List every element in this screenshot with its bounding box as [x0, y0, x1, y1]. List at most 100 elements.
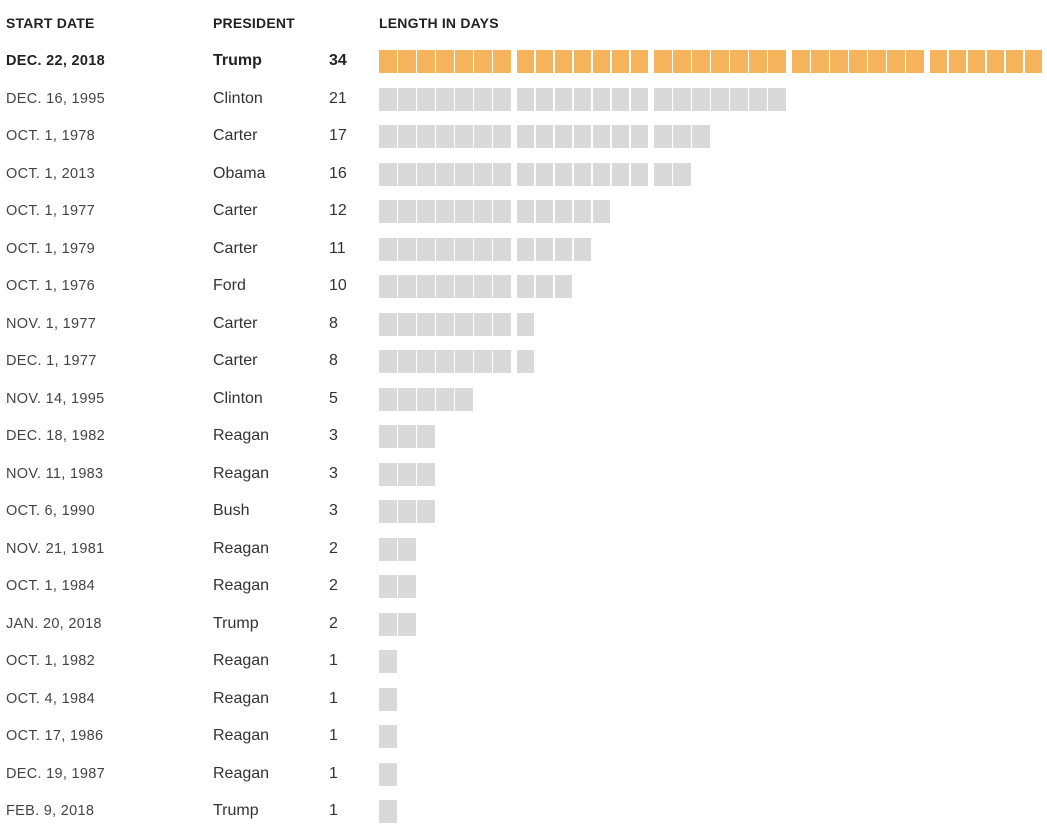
day-cell [379, 612, 397, 636]
day-cell [592, 200, 611, 223]
day-cell [611, 125, 630, 148]
day-cell [379, 237, 397, 261]
day-cell [630, 87, 649, 111]
day-cell [554, 275, 573, 298]
day-cell [379, 725, 397, 748]
day-cell [929, 50, 948, 73]
day-cell [379, 125, 397, 148]
day-cell [436, 275, 454, 298]
day-cell [749, 50, 768, 73]
table-row: NOV. 21, 1981 Reagan 2 [0, 533, 1047, 570]
day-cell [417, 200, 435, 223]
president: Reagan [213, 689, 270, 707]
day-cell [398, 500, 416, 523]
day-cell [493, 350, 511, 373]
day-cell [398, 87, 416, 111]
day-cell [554, 125, 573, 148]
day-cell [417, 387, 435, 411]
day-cell [1024, 50, 1043, 73]
day-cell [535, 50, 554, 73]
day-cell [417, 350, 435, 373]
day-cell [692, 50, 711, 73]
day-cell [474, 87, 492, 111]
president: Bush [213, 502, 250, 519]
day-cell [493, 312, 511, 336]
length-days: 8 [329, 352, 338, 369]
start-date: OCT. 1, 1979 [6, 240, 96, 257]
day-cell [906, 50, 924, 73]
table-row: OCT. 1, 1984 Reagan 2 [0, 570, 1047, 607]
day-cell [573, 200, 592, 223]
day-cell [554, 162, 573, 186]
header-length: LENGTH IN DAYS [379, 15, 499, 31]
table-row: DEC. 1, 1977 Carter 8 [0, 345, 1047, 382]
day-cell [535, 237, 554, 261]
day-cell [398, 50, 416, 73]
president: Reagan [213, 539, 270, 557]
day-cell [573, 162, 592, 186]
length-days: 1 [329, 802, 338, 819]
day-cell [811, 50, 829, 73]
day-cell [417, 87, 435, 111]
length-days: 1 [329, 689, 338, 707]
length-days: 8 [329, 314, 338, 332]
president: Ford [213, 277, 246, 294]
day-cell [516, 350, 535, 373]
day-cell [768, 50, 787, 73]
day-cell [436, 237, 454, 261]
day-cell [554, 87, 573, 111]
start-date: DEC. 16, 1995 [6, 90, 106, 107]
day-cell [830, 50, 848, 73]
day-cell [516, 87, 535, 111]
president: Reagan [213, 652, 270, 669]
day-cell [516, 200, 535, 223]
day-cell [436, 125, 454, 148]
day-cell [379, 650, 397, 673]
start-date: DEC. 1, 1977 [6, 353, 97, 369]
day-cell [986, 50, 1005, 73]
table-row: OCT. 1, 1982 Reagan 1 [0, 645, 1047, 682]
day-cell [398, 275, 416, 298]
president: Reagan [213, 727, 270, 744]
day-cell [455, 275, 473, 298]
day-cell [493, 87, 511, 111]
day-cell [379, 425, 397, 448]
day-cell [592, 87, 611, 111]
day-cell [398, 462, 416, 486]
day-cell [379, 275, 397, 298]
table-row: OCT. 4, 1984 Reagan 1 [0, 683, 1047, 720]
president: Carter [213, 352, 258, 369]
day-cell [474, 275, 492, 298]
day-cell [573, 50, 592, 73]
day-cell [573, 237, 592, 261]
length-days: 1 [329, 727, 338, 744]
start-date: DEC. 22, 2018 [6, 53, 106, 69]
day-cell [398, 350, 416, 373]
day-cell [573, 87, 592, 111]
header-start-date: START DATE [6, 15, 95, 31]
day-cell [630, 162, 649, 186]
start-date: OCT. 1, 1977 [6, 203, 96, 219]
president: Carter [213, 314, 258, 332]
day-cell [455, 162, 473, 186]
day-cell [398, 125, 416, 148]
table-row: DEC. 18, 1982 Reagan 3 [0, 420, 1047, 457]
day-cell [417, 312, 435, 336]
day-cell [493, 125, 511, 148]
day-cell [436, 87, 454, 111]
day-cell [474, 162, 492, 186]
day-cell [455, 125, 473, 148]
president: Reagan [213, 427, 270, 444]
day-cell [711, 50, 730, 73]
day-cell [516, 237, 535, 261]
day-cell [455, 50, 473, 73]
table-row: OCT. 6, 1990 Bush 3 [0, 495, 1047, 532]
day-cell [417, 275, 435, 298]
day-cell [654, 162, 673, 186]
day-cell [417, 425, 435, 448]
table-row: NOV. 11, 1983 Reagan 3 [0, 458, 1047, 495]
day-cell [398, 575, 416, 598]
day-cell [611, 162, 630, 186]
president: Reagan [213, 464, 270, 482]
day-cell [379, 800, 397, 823]
